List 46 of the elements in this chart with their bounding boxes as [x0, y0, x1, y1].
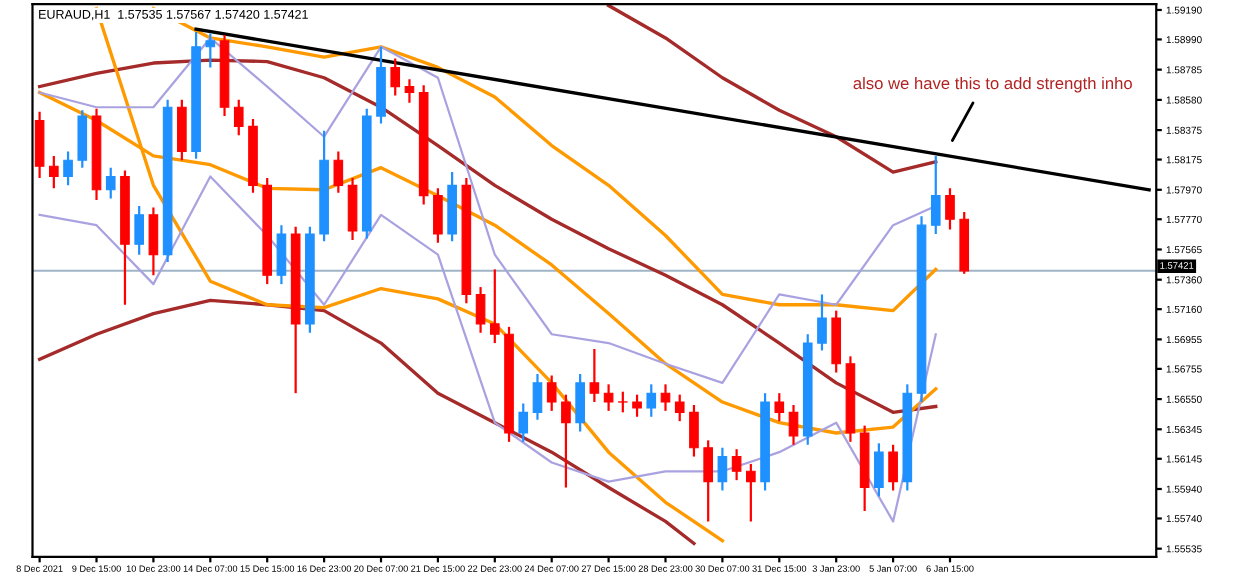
candlestick — [788, 403, 799, 446]
candlestick — [34, 110, 45, 180]
candlestick — [660, 383, 671, 412]
candlestick — [703, 439, 713, 523]
annotation: also we have this to add strength inho — [853, 76, 1132, 93]
candlestick — [731, 448, 742, 482]
candlestick — [874, 442, 884, 498]
candlestick — [746, 462, 756, 523]
candlestick — [134, 204, 145, 256]
candlestick — [817, 293, 827, 352]
candlestick — [674, 393, 685, 423]
candlestick — [276, 224, 287, 286]
candlestick — [689, 403, 699, 458]
candlestick — [717, 446, 728, 492]
candlestick — [390, 57, 401, 97]
candlestick — [49, 154, 59, 190]
candlestick — [561, 393, 571, 489]
candlestick — [205, 32, 216, 69]
candlestick — [774, 392, 785, 423]
candlestick — [603, 383, 614, 412]
candlestick — [77, 109, 88, 169]
candlestick — [831, 309, 842, 374]
candlestick — [575, 372, 585, 433]
candlestick — [347, 176, 358, 242]
candlestick — [888, 443, 898, 492]
candlestick — [404, 78, 415, 104]
candlestick — [333, 150, 344, 194]
candlestick — [433, 187, 443, 244]
candlestick — [546, 374, 557, 412]
candlestick — [63, 150, 73, 187]
candlestick — [532, 372, 543, 421]
candlestick — [618, 390, 628, 414]
candlestick — [930, 154, 941, 236]
line-series — [38, 175, 937, 523]
candlestick — [148, 206, 159, 277]
candlestick — [177, 98, 187, 162]
candlestick — [489, 268, 500, 345]
candlestick — [632, 393, 642, 418]
candlestick — [589, 347, 600, 404]
candlestick — [475, 285, 486, 334]
candlestick — [105, 166, 116, 200]
candlestick — [646, 383, 657, 418]
candlestick — [233, 98, 244, 137]
line-series — [37, 298, 696, 546]
candlestick — [518, 402, 529, 443]
candlestick — [945, 187, 955, 231]
